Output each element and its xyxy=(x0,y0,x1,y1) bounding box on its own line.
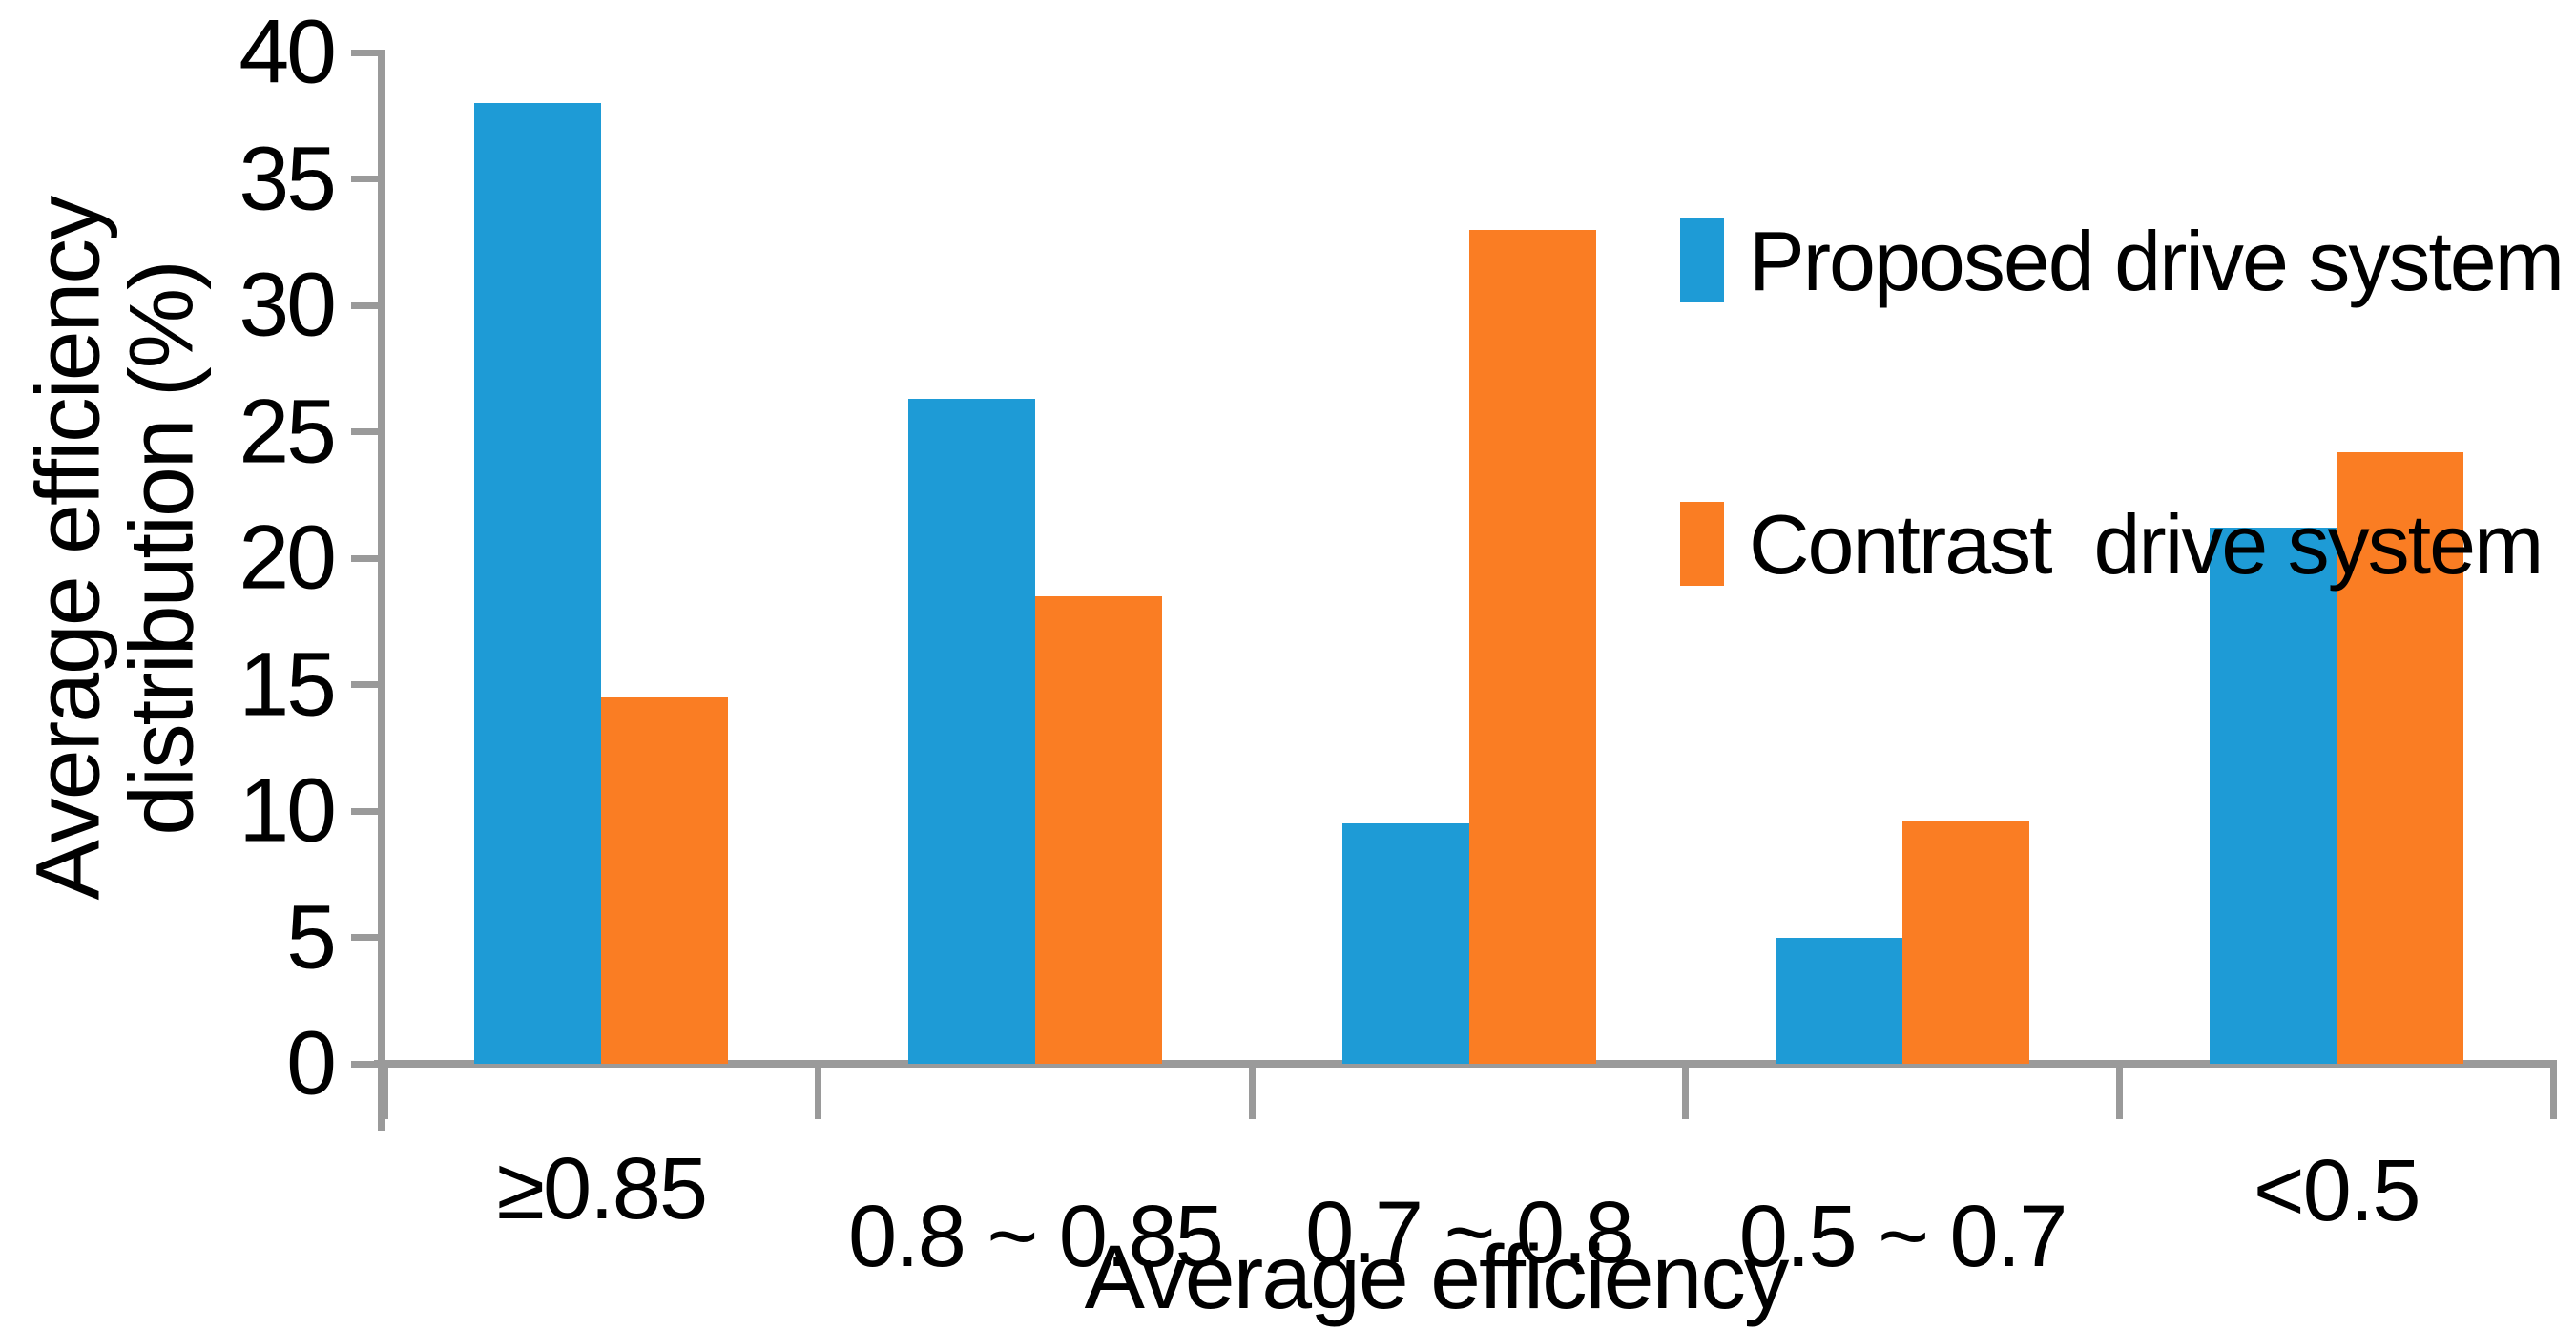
y-tick-mark-0 xyxy=(351,1060,385,1068)
y-tick-mark-15 xyxy=(351,681,385,688)
y-tick-label-0: 0 xyxy=(286,1012,337,1114)
y-tick-label-30: 30 xyxy=(239,254,337,356)
x-tick-label-3: 0.5 ~ 0.7 xyxy=(1738,1188,2068,1285)
x-tick-label-0: ≥0.85 xyxy=(496,1140,709,1237)
x-tick-label-4: <0.5 xyxy=(2253,1142,2421,1239)
x-tick-mark-5 xyxy=(2549,1068,2557,1119)
bar-s1-c1 xyxy=(1034,595,1162,1064)
x-tick-label-2: 0.7 ~ 0.8 xyxy=(1305,1184,1634,1281)
legend-swatch-contrast xyxy=(1680,502,1724,586)
y-tick-mark-5 xyxy=(351,934,385,941)
y-tick-label-5: 5 xyxy=(286,886,337,987)
legend-label-proposed: Proposed drive system xyxy=(1749,214,2565,308)
x-axis-title: Average efficiency xyxy=(1084,1227,1790,1328)
y-tick-label-15: 15 xyxy=(239,634,337,735)
y-tick-label-35: 35 xyxy=(239,128,337,229)
bar-s0-c1 xyxy=(907,399,1035,1064)
legend-label-contrast: Contrast drive system xyxy=(1749,497,2544,592)
bar-s0-c2 xyxy=(1341,823,1469,1064)
legend-swatch-proposed xyxy=(1680,218,1724,302)
y-tick-mark-10 xyxy=(351,807,385,815)
bar-s0-c0 xyxy=(474,103,602,1064)
bar-s1-c4 xyxy=(2336,451,2463,1064)
y-tick-label-40: 40 xyxy=(239,1,337,103)
y-tick-mark-30 xyxy=(351,301,385,309)
bar-s0-c3 xyxy=(1776,937,1903,1064)
bar-s0-c4 xyxy=(2209,528,2337,1064)
y-tick-mark-40 xyxy=(351,49,385,56)
x-axis-line xyxy=(374,1060,2557,1068)
y-tick-label-20: 20 xyxy=(239,507,337,609)
bar-s1-c3 xyxy=(1902,821,2030,1064)
x-tick-mark-0 xyxy=(381,1068,388,1119)
x-tick-mark-4 xyxy=(2115,1068,2123,1119)
y-tick-mark-25 xyxy=(351,428,385,435)
x-tick-label-1: 0.8 ~ 0.85 xyxy=(847,1188,1224,1285)
y-tick-mark-20 xyxy=(351,554,385,562)
bar-s1-c0 xyxy=(601,696,729,1064)
bar-s1-c2 xyxy=(1468,229,1596,1064)
y-tick-label-10: 10 xyxy=(239,759,337,862)
y-tick-mark-35 xyxy=(351,176,385,182)
x-tick-mark-3 xyxy=(1682,1068,1690,1119)
y-tick-label-25: 25 xyxy=(239,381,337,482)
x-tick-mark-1 xyxy=(815,1068,822,1119)
y-axis-line xyxy=(378,50,385,1131)
x-tick-mark-2 xyxy=(1248,1068,1256,1119)
